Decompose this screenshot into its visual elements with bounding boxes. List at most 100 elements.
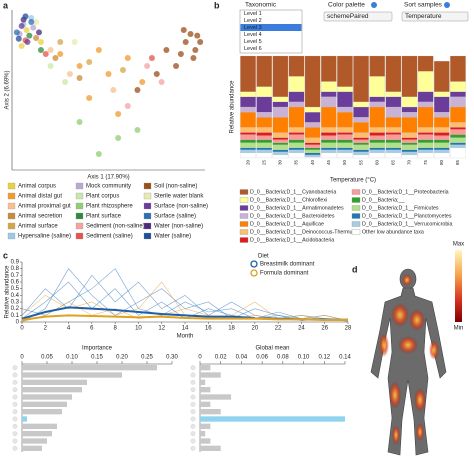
row-marker (190, 394, 196, 400)
legend-label: Soil (non-saline) (154, 184, 197, 190)
legend-swatch (7, 212, 16, 220)
y-tick-label: 0.5 (11, 286, 20, 292)
bar-segment (256, 142, 272, 148)
bar-segment (353, 137, 369, 140)
row-marker (190, 438, 196, 444)
bar-segment (288, 127, 305, 133)
bar-segment (385, 147, 402, 150)
dropdown-option: Level 1 (244, 11, 262, 17)
bar (22, 438, 47, 444)
bar-segment (272, 96, 289, 103)
legend-swatch (143, 182, 152, 190)
bar-segment (353, 132, 369, 138)
bar-segment (417, 134, 434, 140)
bar-segment (369, 142, 385, 148)
bar-segment (434, 149, 450, 153)
info-icon[interactable] (371, 2, 377, 8)
legend-swatch (7, 182, 16, 190)
point (23, 27, 30, 33)
x-tick-label: 20 (245, 160, 250, 166)
bar-segment (385, 139, 402, 143)
x-tick-label: 65 (391, 160, 396, 166)
legend-swatch (239, 205, 249, 211)
legend-label: Surface (saline) (154, 214, 196, 220)
point (42, 51, 49, 57)
legend-swatch (143, 202, 152, 210)
x-tick-label: 24 (298, 326, 305, 332)
bar-segment (450, 142, 466, 145)
select-box[interactable] (323, 11, 393, 22)
bar-segment (304, 122, 321, 128)
bar-segment (417, 132, 434, 135)
x-tick-label: 0 (20, 355, 24, 361)
bar-segment (321, 142, 337, 148)
y-tick-label: 0.7 (11, 273, 20, 279)
point (180, 27, 187, 33)
select-value: Temperature (405, 13, 442, 20)
select-box[interactable] (401, 11, 469, 22)
bar-segment (272, 117, 289, 133)
point (182, 39, 189, 45)
bar-segment (401, 144, 418, 150)
y-tick-label: 0.9 (11, 260, 20, 266)
control-label: Color palette (328, 2, 365, 9)
legend-label: Mock community (86, 184, 131, 190)
legend-swatch (7, 192, 16, 200)
legend-marker (250, 260, 258, 268)
point (15, 35, 22, 42)
bar-segment (240, 142, 256, 148)
bar-segment (385, 117, 402, 128)
colorbar-label: Max (453, 242, 464, 248)
x-tick-label: 22 (275, 326, 282, 332)
x-tick-label: 16 (205, 326, 212, 332)
body-map: Max Min (370, 242, 464, 456)
point (37, 47, 44, 53)
bar (22, 394, 72, 400)
point (197, 39, 204, 45)
bar-segment (353, 139, 369, 143)
bar-segment (337, 111, 353, 128)
row-marker (190, 409, 196, 415)
bar-segment (272, 137, 289, 140)
point (33, 35, 40, 41)
info-icon[interactable] (444, 2, 450, 8)
bar-segment (353, 122, 369, 133)
point (26, 32, 33, 39)
dropdown-list[interactable] (239, 9, 303, 54)
bar-segment (256, 117, 272, 128)
legend-swatch (75, 202, 84, 210)
legend-label: Animal corpus (18, 184, 56, 190)
bar-segment (337, 127, 353, 133)
bar (22, 416, 27, 422)
dropdown-option: Level 4 (244, 32, 262, 38)
legend-swatch (239, 197, 249, 203)
control-label: Sort samples (404, 2, 443, 9)
bar-segment (369, 76, 385, 97)
y-axis-label: Relative abundance (5, 265, 11, 319)
row-marker (12, 438, 18, 444)
bar-segment (417, 91, 434, 102)
x-tick-label: 0.12 (318, 355, 330, 361)
point (36, 29, 43, 36)
bar-segment (304, 106, 321, 113)
bar-segment (321, 127, 337, 133)
legend-label: D_0__Bacteria;D_1__Armatimonadetes (250, 205, 344, 211)
bar-segment (288, 152, 305, 159)
bar-segment (256, 149, 272, 153)
bar-segment (434, 152, 450, 159)
bar (22, 372, 122, 378)
bar-segment (272, 132, 289, 138)
bar-segment (417, 149, 434, 153)
x-tick-label: 0.04 (236, 355, 248, 361)
bar-segment (272, 142, 289, 145)
bar (22, 387, 82, 393)
x-tick-label: 40 (310, 160, 315, 166)
legend-label: Hypersaline (saline) (18, 234, 71, 240)
bar-segment (240, 91, 256, 97)
legend-marker (250, 269, 258, 277)
bar-segment (272, 149, 289, 152)
row-marker (190, 365, 196, 371)
bar-segment (417, 139, 434, 143)
legend-label: Sediment (non-saline) (86, 224, 145, 230)
